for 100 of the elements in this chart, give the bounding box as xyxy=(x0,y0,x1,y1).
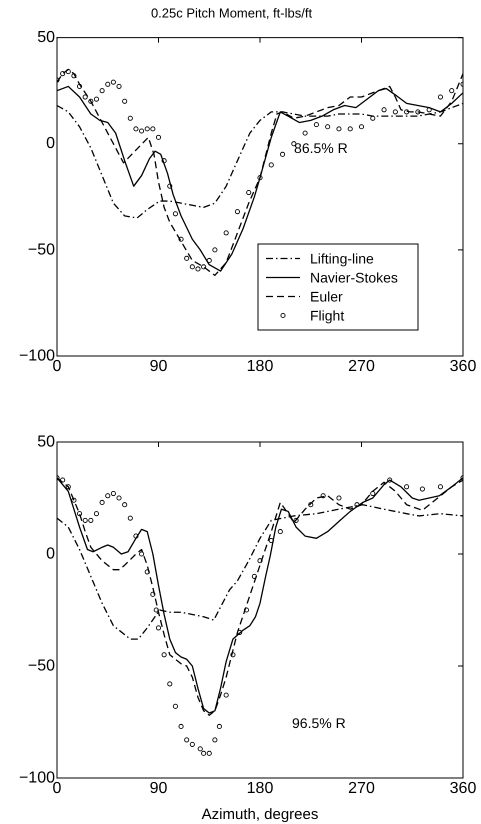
point xyxy=(144,569,150,574)
point xyxy=(206,258,212,264)
point xyxy=(320,493,326,498)
point xyxy=(438,484,443,490)
x-tick-label: 180 xyxy=(246,358,274,376)
point xyxy=(224,230,229,236)
point xyxy=(66,69,71,74)
legend-label: Navier-Stokes xyxy=(310,269,398,286)
point xyxy=(212,247,218,252)
point xyxy=(88,98,94,104)
point xyxy=(139,551,144,557)
point xyxy=(71,73,76,78)
point xyxy=(268,162,274,168)
point xyxy=(167,681,172,686)
point xyxy=(100,88,105,94)
point xyxy=(150,592,156,597)
point xyxy=(178,724,184,730)
point xyxy=(154,607,159,613)
point xyxy=(392,109,398,114)
point xyxy=(128,116,133,121)
point xyxy=(105,82,110,87)
point xyxy=(139,128,144,134)
point xyxy=(150,126,156,132)
point xyxy=(156,625,162,630)
point xyxy=(268,538,274,544)
annotation: 86.5% R xyxy=(294,140,348,156)
point xyxy=(252,574,257,579)
point xyxy=(77,84,82,89)
y-tick-label: 0 xyxy=(46,545,56,562)
point xyxy=(184,256,190,261)
point xyxy=(167,184,172,189)
point xyxy=(382,107,387,112)
point xyxy=(190,742,195,747)
x-tick-label: 180 xyxy=(246,780,274,798)
point xyxy=(314,122,319,128)
point xyxy=(190,264,195,270)
point xyxy=(60,71,66,76)
point xyxy=(404,109,410,114)
point xyxy=(224,692,229,698)
point xyxy=(133,534,138,539)
point xyxy=(195,266,201,272)
point xyxy=(88,518,94,523)
point xyxy=(144,126,150,132)
point xyxy=(178,236,184,242)
y-tick-label: 50 xyxy=(37,433,56,450)
x-tick-label: 360 xyxy=(450,358,476,376)
point xyxy=(336,495,342,501)
point xyxy=(162,158,167,164)
point xyxy=(246,190,252,196)
legend-label: Flight xyxy=(310,307,344,324)
point xyxy=(60,478,66,483)
point xyxy=(426,107,432,112)
point xyxy=(201,750,206,756)
point xyxy=(122,98,128,104)
point xyxy=(100,500,105,506)
legend-label: Euler xyxy=(310,288,344,304)
point xyxy=(216,724,222,730)
point xyxy=(172,211,178,216)
point xyxy=(302,130,308,136)
y-tick-label: −50 xyxy=(28,241,56,258)
point xyxy=(116,495,122,501)
point xyxy=(201,264,206,270)
point xyxy=(198,746,203,752)
point xyxy=(116,84,122,89)
point xyxy=(110,80,116,85)
point xyxy=(162,652,167,658)
y-tick-label: 50 xyxy=(37,29,56,46)
point xyxy=(234,209,240,214)
point xyxy=(94,96,100,102)
point xyxy=(280,152,286,157)
annotation: 96.5% R xyxy=(292,715,346,732)
point xyxy=(420,486,425,492)
point xyxy=(82,94,88,100)
point xyxy=(348,126,353,132)
point xyxy=(244,607,250,613)
point xyxy=(156,134,162,140)
point xyxy=(105,493,110,498)
point xyxy=(206,750,212,756)
point xyxy=(449,88,454,94)
point xyxy=(370,116,376,121)
point xyxy=(122,502,128,508)
point xyxy=(387,478,392,483)
chart-title: 0.25c Pitch Moment, ft-lbs/ft xyxy=(150,5,312,20)
y-tick-label: −50 xyxy=(28,657,56,674)
point xyxy=(354,502,360,508)
point xyxy=(184,737,190,742)
legend-label: Lifting-line xyxy=(310,250,374,266)
point xyxy=(278,529,283,534)
point xyxy=(133,126,138,132)
x-tick-label: 90 xyxy=(150,358,168,376)
point xyxy=(257,175,263,180)
x-tick-label: 90 xyxy=(150,780,168,798)
point xyxy=(212,737,218,742)
point xyxy=(415,109,420,114)
point xyxy=(110,490,116,496)
point xyxy=(94,511,100,516)
x-tick-label: 270 xyxy=(348,358,375,376)
point xyxy=(358,124,364,130)
point xyxy=(237,630,242,635)
x-tick-label: 270 xyxy=(348,780,375,798)
